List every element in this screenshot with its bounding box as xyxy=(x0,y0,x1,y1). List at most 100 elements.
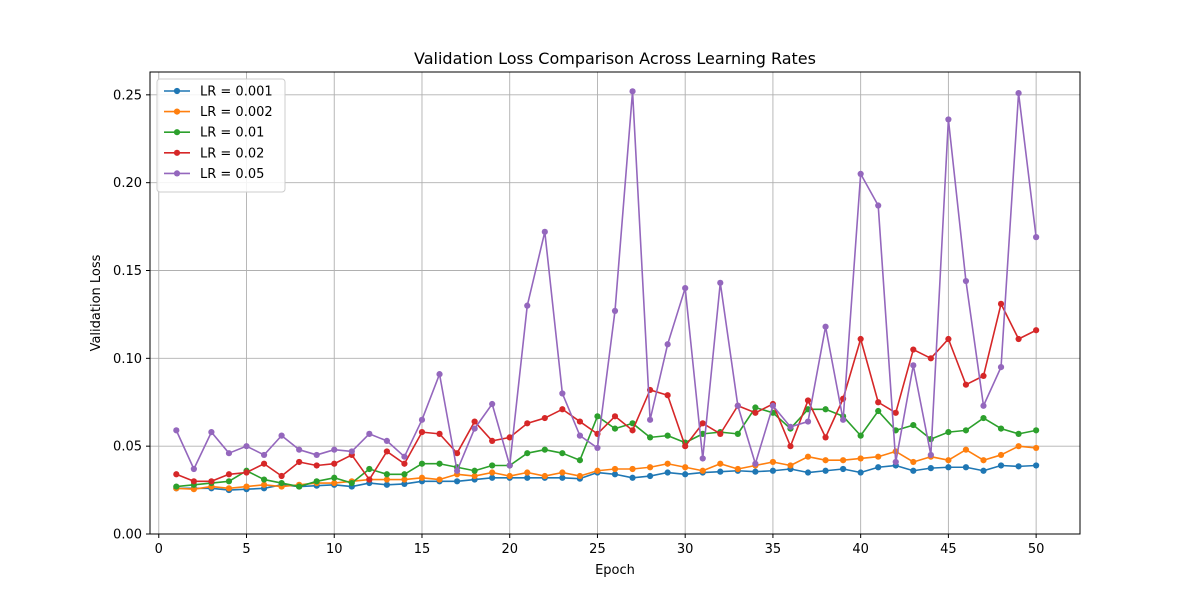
data-point xyxy=(1015,335,1022,343)
data-point xyxy=(962,381,970,388)
data-point xyxy=(348,479,355,487)
data-point xyxy=(489,469,496,476)
series-layer xyxy=(173,88,1040,494)
data-point xyxy=(734,402,741,409)
y-tick-label: 0.05 xyxy=(113,440,142,455)
data-point xyxy=(822,323,829,330)
data-point xyxy=(506,472,513,480)
series-5 xyxy=(173,88,1040,474)
data-point xyxy=(822,457,829,464)
data-point xyxy=(278,479,285,487)
data-point xyxy=(506,462,513,469)
data-point xyxy=(787,423,794,430)
data-point xyxy=(857,455,864,462)
data-point xyxy=(945,464,952,471)
data-point xyxy=(682,464,689,471)
data-point xyxy=(541,472,548,480)
legend-item: LR = 0.01 xyxy=(164,126,264,141)
data-point xyxy=(769,458,777,466)
data-point xyxy=(611,413,619,420)
data-point xyxy=(1015,463,1022,470)
data-point xyxy=(892,409,899,416)
data-point xyxy=(524,469,531,476)
data-point xyxy=(611,465,619,473)
data-point xyxy=(664,460,671,467)
data-point xyxy=(699,467,706,474)
data-point xyxy=(980,402,987,409)
data-point xyxy=(1033,327,1040,334)
data-point xyxy=(629,427,636,434)
data-point xyxy=(646,434,654,441)
data-point xyxy=(892,458,899,466)
x-axis-title: Epoch xyxy=(595,563,635,578)
data-point xyxy=(962,446,970,453)
data-point xyxy=(857,469,864,476)
data-point xyxy=(752,468,759,475)
data-point xyxy=(910,458,917,466)
legend-label: LR = 0.02 xyxy=(200,146,264,161)
data-point xyxy=(576,432,584,439)
data-point xyxy=(717,279,724,286)
data-point xyxy=(260,451,268,459)
x-tick-label: 20 xyxy=(501,542,518,557)
series-3 xyxy=(173,404,1040,490)
data-point xyxy=(418,474,426,481)
legend-marker xyxy=(173,108,181,115)
x-tick-label: 40 xyxy=(852,542,869,557)
series-1 xyxy=(173,462,1040,494)
data-point xyxy=(962,427,970,434)
data-point xyxy=(734,465,741,473)
data-point xyxy=(1015,443,1022,450)
data-point xyxy=(296,446,303,453)
data-point xyxy=(997,462,1005,469)
data-point xyxy=(278,432,285,439)
data-point xyxy=(559,450,566,457)
data-point xyxy=(875,464,882,471)
series-line xyxy=(176,445,1037,491)
data-point xyxy=(524,474,531,481)
data-point xyxy=(611,425,619,432)
data-point xyxy=(875,202,882,209)
legend-item: LR = 0.05 xyxy=(164,167,264,182)
data-point xyxy=(401,476,408,483)
data-point xyxy=(997,364,1005,371)
data-point xyxy=(804,453,812,460)
data-point xyxy=(857,432,864,439)
data-point xyxy=(243,483,250,490)
data-point xyxy=(471,418,478,425)
data-point xyxy=(383,481,390,488)
data-point xyxy=(559,469,566,476)
data-point xyxy=(927,355,934,362)
data-point xyxy=(524,420,531,427)
series-line xyxy=(175,90,1037,472)
legend-label: LR = 0.05 xyxy=(200,167,264,182)
x-tick-label: 30 xyxy=(677,542,694,557)
data-point xyxy=(383,448,390,455)
data-point xyxy=(453,450,461,457)
data-point xyxy=(489,474,496,481)
legend-item: LR = 0.001 xyxy=(164,85,273,100)
data-point xyxy=(418,429,426,436)
data-point xyxy=(366,465,373,473)
data-point xyxy=(752,460,759,467)
plot-frame xyxy=(149,71,1081,535)
data-point xyxy=(875,407,882,415)
y-tick-label: 0.10 xyxy=(113,352,142,367)
data-point xyxy=(331,460,338,467)
data-point xyxy=(910,362,917,369)
x-tick-label: 35 xyxy=(765,542,782,557)
data-point xyxy=(717,468,724,475)
x-tick-label: 5 xyxy=(242,542,250,557)
data-point xyxy=(646,464,654,471)
data-point xyxy=(804,418,812,425)
data-point xyxy=(910,421,917,429)
data-point xyxy=(980,414,987,422)
legend-marker xyxy=(173,170,181,177)
data-point xyxy=(927,465,934,472)
data-point xyxy=(296,458,303,466)
data-point xyxy=(506,434,513,441)
x-tick-label: 10 xyxy=(326,542,343,557)
data-point xyxy=(875,453,882,460)
